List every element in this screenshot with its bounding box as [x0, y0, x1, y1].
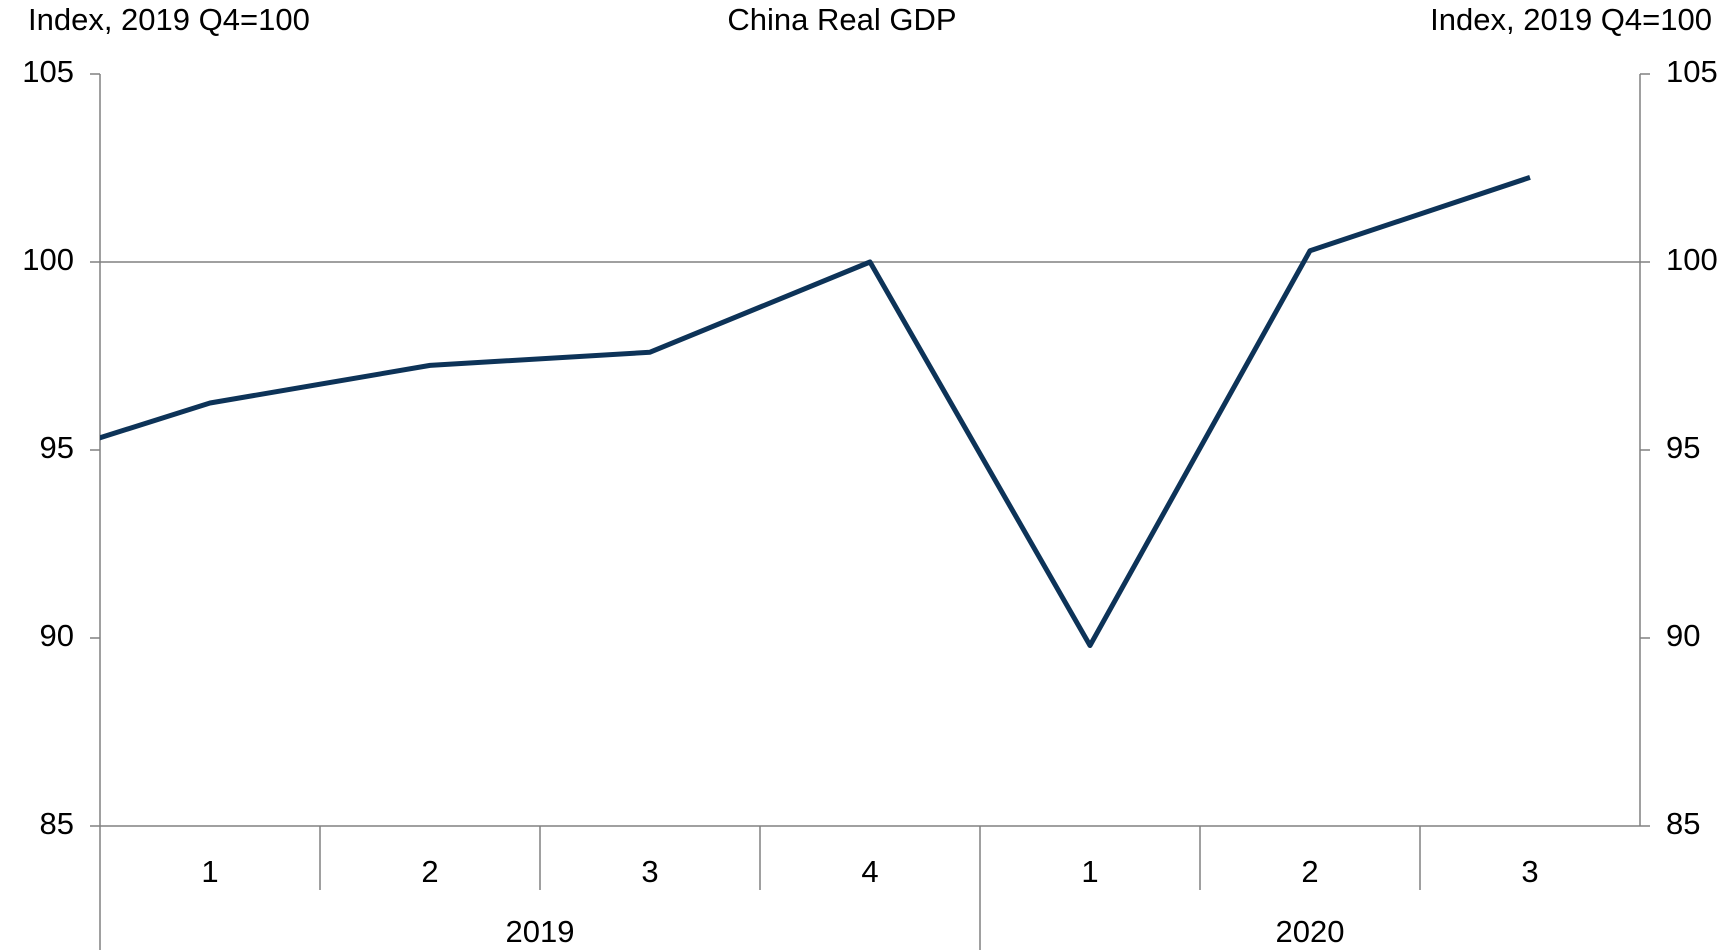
y-tick-label: 90: [40, 618, 74, 653]
x-tick-label: 2: [1301, 854, 1318, 889]
x-tick-label: 4: [861, 854, 878, 889]
x-tick-label: 2: [421, 854, 438, 889]
y-tick-label: 95: [40, 430, 74, 465]
x-tick-label: 1: [201, 854, 218, 889]
y2-tick-label: 95: [1666, 430, 1700, 465]
y-tick-label: 100: [22, 242, 74, 277]
y-tick-label: 85: [40, 806, 74, 841]
x-group-label: 2020: [1276, 914, 1345, 949]
y2-axis-label: Index, 2019 Q4=100: [1430, 2, 1712, 37]
y2-tick-label: 105: [1666, 54, 1718, 89]
chart-title: China Real GDP: [727, 2, 956, 37]
line-series: [100, 175, 1531, 649]
x-tick-label: 3: [641, 854, 658, 889]
y-axis-label: Index, 2019 Q4=100: [28, 2, 310, 37]
y2-tick-label: 85: [1666, 806, 1700, 841]
y2-tick-label: 100: [1666, 242, 1718, 277]
x-group-label: 2019: [506, 914, 575, 949]
x-tick-label: 3: [1521, 854, 1538, 889]
y-tick-label: 105: [22, 54, 74, 89]
x-tick-label: 1: [1081, 854, 1098, 889]
y2-tick-label: 90: [1666, 618, 1700, 653]
